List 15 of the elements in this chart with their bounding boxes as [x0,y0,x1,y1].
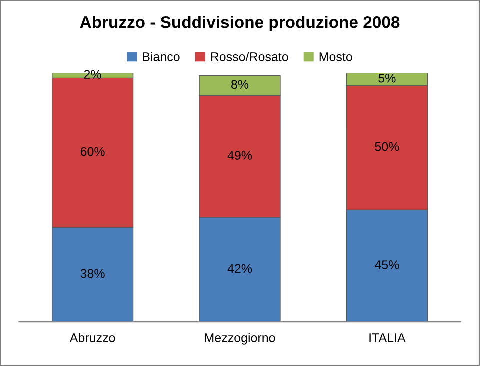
data-label: 45% [374,260,400,270]
legend-label: Bianco [143,52,180,62]
chart-title: Abruzzo - Suddivisione produzione 2008 [80,16,400,32]
x-tick-label: ITALIA [370,334,406,342]
data-label: 60% [80,147,105,156]
legend-label: Mosto [320,52,352,62]
legend-label: Rosso/Rosato [211,52,288,62]
data-label: 5% [378,74,396,83]
data-label: 8% [232,80,249,89]
x-tick-label: Abruzzo [70,333,116,342]
data-label: 38% [80,269,105,278]
x-tick-label: Mezzogiorno [205,333,276,345]
data-label: 50% [375,142,400,152]
data-label: 42% [228,264,252,274]
data-label: 49% [228,151,252,160]
